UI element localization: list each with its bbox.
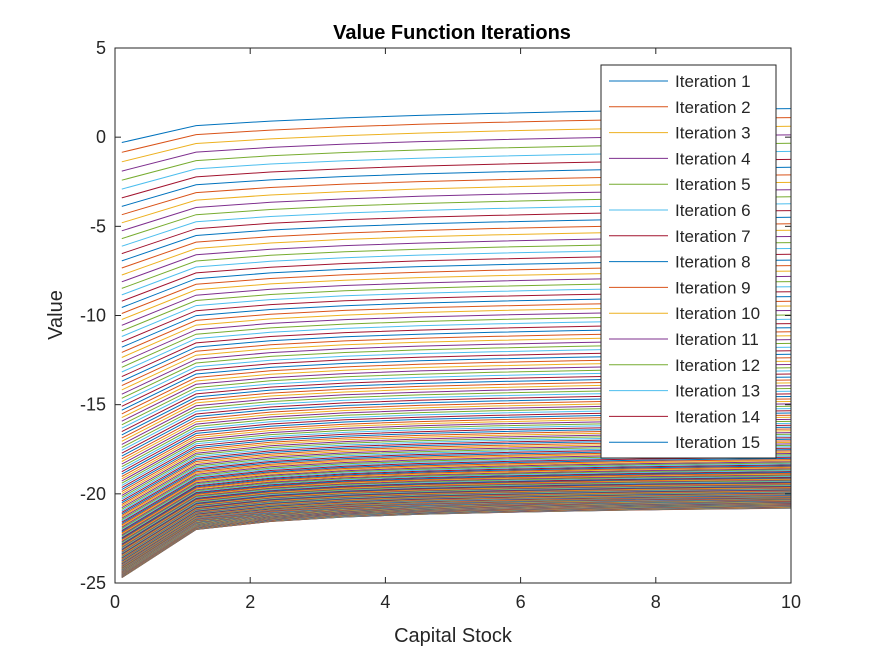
chart-title: Value Function Iterations [333,22,571,44]
legend: Iteration 1 Iteration 2 Iteration 3 Iterati… [600,64,777,459]
legend-label: Iteration 15 [675,433,760,452]
legend-label: Iteration 9 [675,278,751,297]
y-axis-label: Value [45,290,67,340]
iteration-line [121,474,792,542]
iteration-line [121,456,792,523]
y-tick-label: -15 [80,395,106,415]
iteration-line [121,480,792,549]
y-tick-label: -20 [80,484,106,504]
iteration-line [121,464,792,532]
iteration-line [121,483,792,552]
y-tick-label: 0 [96,127,106,147]
legend-label: Iteration 2 [675,98,751,117]
iteration-line [121,483,792,553]
iteration-line [121,481,792,550]
iteration-line [121,475,792,544]
y-tick-label: -25 [80,573,106,593]
iteration-line [121,460,792,527]
legend-label: Iteration 7 [675,227,751,246]
iteration-line [121,466,792,534]
y-axis: -25 -20 -15 -10 -5 0 5 [80,38,791,593]
y-tick-label: 5 [96,38,106,58]
y-tick-label: -10 [80,306,106,326]
legend-label: Iteration 12 [675,356,760,375]
x-tick-label: 0 [110,592,120,612]
legend-label: Iteration 13 [675,382,760,401]
iteration-line [121,469,792,537]
iteration-line [121,480,792,549]
iteration-line [121,472,792,541]
iteration-line [121,482,792,551]
x-tick-label: 6 [516,592,526,612]
iteration-line [121,473,792,541]
iteration-line [121,461,792,528]
iteration-line [121,459,792,526]
legend-label: Iteration 8 [675,253,751,272]
legend-label: Iteration 4 [675,149,751,168]
iteration-line [121,457,792,524]
legend-label: Iteration 14 [675,407,760,426]
iteration-line [121,465,792,533]
iteration-line [121,479,792,548]
iteration-line [121,478,792,547]
legend-label: Iteration 5 [675,175,751,194]
legend-label: Iteration 1 [675,72,751,91]
iteration-line [121,471,792,540]
x-axis-label: Capital Stock [394,625,513,647]
iteration-line [121,477,792,546]
x-axis: 0 2 4 6 8 10 [110,48,801,612]
iteration-line [121,471,792,539]
iteration-line [121,470,792,538]
iteration-line [121,482,792,551]
iteration-line [121,468,792,536]
iteration-line [121,467,792,535]
iteration-line [121,485,792,555]
iteration-line [121,463,792,530]
iteration-line [121,476,792,545]
x-tick-label: 8 [651,592,661,612]
legend-label: Iteration 11 [675,330,759,349]
iteration-line [121,475,792,543]
iteration-line [121,478,792,546]
x-tick-label: 2 [245,592,255,612]
legend-label: Iteration 6 [675,201,751,220]
x-tick-label: 10 [781,592,801,612]
legend-label: Iteration 3 [675,124,751,143]
iteration-line [121,462,792,529]
legend-label: Iteration 10 [675,304,760,323]
y-tick-label: -5 [90,216,106,236]
x-tick-label: 4 [380,592,390,612]
